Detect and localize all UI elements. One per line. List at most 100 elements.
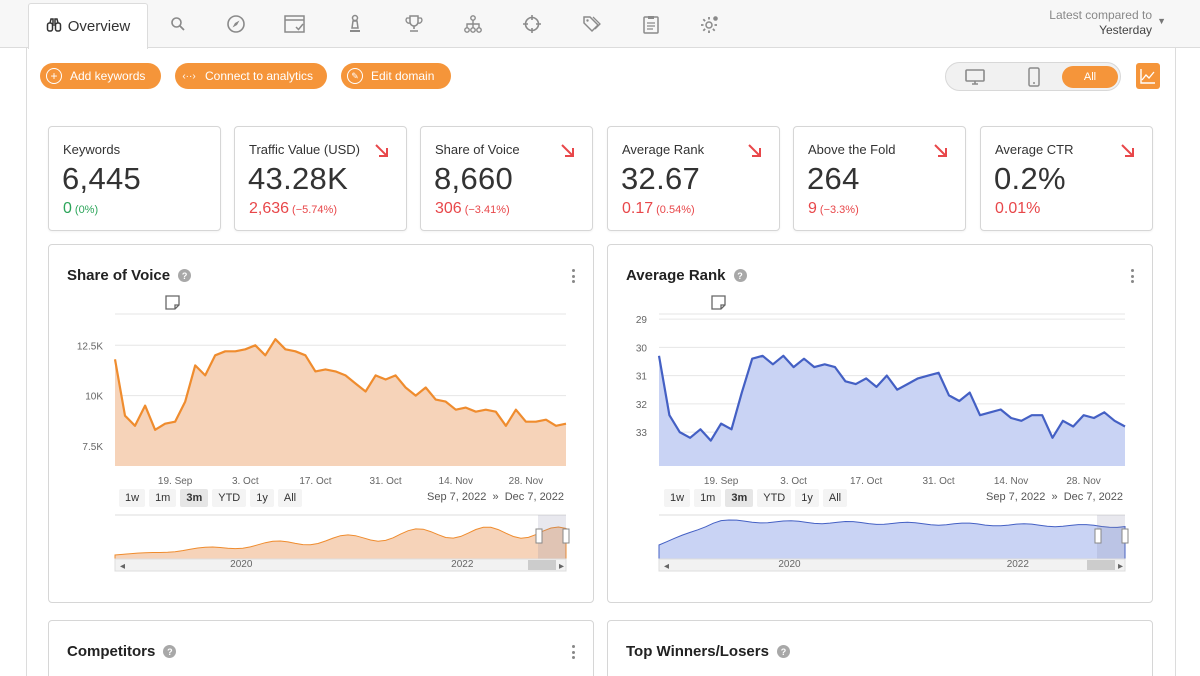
- sitemap-icon[interactable]: [461, 12, 485, 36]
- navigator-area: [658, 519, 1126, 560]
- help-icon[interactable]: ?: [776, 645, 790, 658]
- panel-title: Top Winners/Losers: [626, 643, 769, 660]
- kpi-card[interactable]: Above the Fold 264 9 (−3.3%): [793, 126, 966, 231]
- date-range[interactable]: Sep 7, 2022 » Dec 7, 2022: [427, 491, 564, 503]
- range-button[interactable]: YTD: [212, 489, 247, 507]
- kpi-card[interactable]: Traffic Value (USD) 43.28K 2,636 (−5.74%): [234, 126, 407, 231]
- edit-domain-button[interactable]: ✎ Edit domain: [341, 63, 451, 89]
- date-to: Dec 7, 2022: [504, 491, 565, 503]
- clipboard-icon[interactable]: [639, 12, 663, 36]
- kpi-delta-value: 0.01%: [995, 200, 1041, 217]
- range-button[interactable]: 1y: [250, 489, 274, 507]
- rank-title-wrap: Average Rank ?: [626, 267, 747, 284]
- range-button[interactable]: 3m: [725, 489, 754, 507]
- series-area: [659, 355, 1125, 466]
- kpi-card[interactable]: Average CTR 0.2% 0.01%: [980, 126, 1153, 231]
- kpi-card[interactable]: Keywords 6,445 0 (0%): [48, 126, 221, 231]
- range-button[interactable]: All: [277, 489, 303, 507]
- kpi-delta-value: 0.17: [622, 200, 654, 217]
- edit-domain-label: Edit domain: [371, 69, 435, 83]
- range-button[interactable]: 1w: [119, 489, 146, 507]
- compare-selector[interactable]: Latest compared to Yesterday: [1049, 8, 1152, 38]
- navigator-handle: [1121, 528, 1129, 544]
- range-button[interactable]: 1y: [795, 489, 819, 507]
- chess-pawn-icon[interactable]: [343, 12, 367, 36]
- kpi-delta: 306 (−3.41%): [435, 200, 510, 218]
- kpi-delta-percent: (−5.74%): [292, 204, 337, 216]
- range-button[interactable]: All: [822, 489, 848, 507]
- add-keywords-label: Add keywords: [70, 69, 146, 83]
- caret-down-icon[interactable]: ▼: [1157, 16, 1166, 26]
- area-chart-icon: [1140, 69, 1155, 84]
- date-to: Dec 7, 2022: [1063, 491, 1124, 503]
- y-tick-label: 7.5K: [82, 442, 103, 453]
- series-line: [113, 338, 567, 431]
- kpi-delta-value: 2,636: [249, 200, 290, 217]
- kpi-label: Above the Fold: [808, 142, 896, 157]
- range-button[interactable]: 1w: [664, 489, 691, 507]
- connect-analytics-button[interactable]: ‹··› Connect to analytics: [175, 63, 327, 89]
- compass-icon[interactable]: [224, 12, 248, 36]
- desktop-icon[interactable]: [964, 68, 986, 86]
- sov-chart[interactable]: 12.5K 10K 7.5K 19. Sep 3. Oct 17. Oct 31. Oct 1…: [49, 245, 595, 604]
- navigator-x-label: 2022: [451, 559, 474, 570]
- y-tick-label: 32: [636, 400, 648, 411]
- tab-overview[interactable]: Overview: [28, 3, 148, 49]
- add-keywords-button[interactable]: + Add keywords: [40, 63, 161, 89]
- panel-title: Average Rank: [626, 267, 726, 284]
- winners-losers-panel: Top Winners/Losers ?: [607, 620, 1153, 676]
- series-line: [657, 354, 1126, 442]
- rank-chart[interactable]: 29 30 31 32 33 19. Sep 3. Oct 17. Oct 31. Oct 14.…: [608, 245, 1154, 604]
- date-range[interactable]: Sep 7, 2022 » Dec 7, 2022: [986, 491, 1123, 503]
- scroll-left-arrow: ◂: [664, 561, 669, 572]
- plus-circle-icon: +: [46, 68, 62, 84]
- kebab-menu-icon[interactable]: [1126, 267, 1138, 285]
- kpi-card[interactable]: Average Rank 32.67 0.17 (0.54%): [607, 126, 780, 231]
- date-from: Sep 7, 2022: [986, 491, 1046, 503]
- x-tick-label: 14. Nov: [994, 476, 1028, 487]
- chart-view-button[interactable]: [1136, 63, 1160, 89]
- kpi-delta-percent: (0%): [74, 204, 99, 216]
- kebab-menu-icon[interactable]: [567, 643, 579, 661]
- trend-down-arrow-icon: [748, 144, 761, 157]
- help-icon[interactable]: ?: [733, 269, 747, 282]
- device-toggle: All: [945, 62, 1121, 91]
- tab-overview-label: Overview: [67, 18, 131, 35]
- winners-title-wrap: Top Winners/Losers ?: [626, 643, 790, 660]
- device-all-option[interactable]: All: [1062, 66, 1118, 88]
- kpi-label: Average CTR: [995, 142, 1074, 157]
- kpi-value: 43.28K: [248, 161, 349, 196]
- kpi-delta-percent: (−3.41%): [464, 204, 510, 216]
- range-button[interactable]: YTD: [757, 489, 792, 507]
- mobile-icon[interactable]: [1026, 67, 1042, 87]
- navigator-x-label: 2022: [1007, 559, 1030, 570]
- search-icon[interactable]: [166, 12, 190, 36]
- help-icon[interactable]: ?: [178, 269, 192, 282]
- binoculars-icon: [46, 17, 62, 37]
- panel-title: Share of Voice: [67, 267, 171, 284]
- browser-check-icon[interactable]: [283, 12, 307, 36]
- y-tick-label: 31: [636, 372, 648, 383]
- y-tick-label: 10K: [85, 392, 103, 403]
- crosshair-icon[interactable]: [520, 12, 544, 36]
- scrollbar-track: [114, 558, 567, 572]
- trend-down-arrow-icon: [934, 144, 947, 157]
- kebab-menu-icon[interactable]: [567, 267, 579, 285]
- sov-title-wrap: Share of Voice ?: [67, 267, 192, 284]
- range-button[interactable]: 3m: [180, 489, 209, 507]
- link-arrows-icon: ‹··›: [182, 70, 196, 82]
- navigator-handle: [535, 528, 543, 544]
- scroll-right-arrow: ▸: [559, 561, 564, 572]
- range-button[interactable]: 1m: [694, 489, 722, 507]
- kpi-card[interactable]: Share of Voice 8,660 306 (−3.41%): [420, 126, 593, 231]
- help-icon[interactable]: ?: [163, 645, 177, 658]
- average-rank-panel: Average Rank ? 29 30 31 32 33 19. Sep 3. Oct 17…: [607, 244, 1153, 603]
- date-from: Sep 7, 2022: [427, 491, 487, 503]
- compare-label: Latest compared to: [1049, 8, 1152, 22]
- trophy-icon[interactable]: [402, 12, 426, 36]
- gear-badge-icon[interactable]: [698, 12, 722, 36]
- competitors-title-wrap: Competitors ?: [67, 643, 177, 660]
- scroll-left-arrow: ◂: [120, 561, 125, 572]
- range-button[interactable]: 1m: [149, 489, 177, 507]
- tags-icon[interactable]: [580, 12, 604, 36]
